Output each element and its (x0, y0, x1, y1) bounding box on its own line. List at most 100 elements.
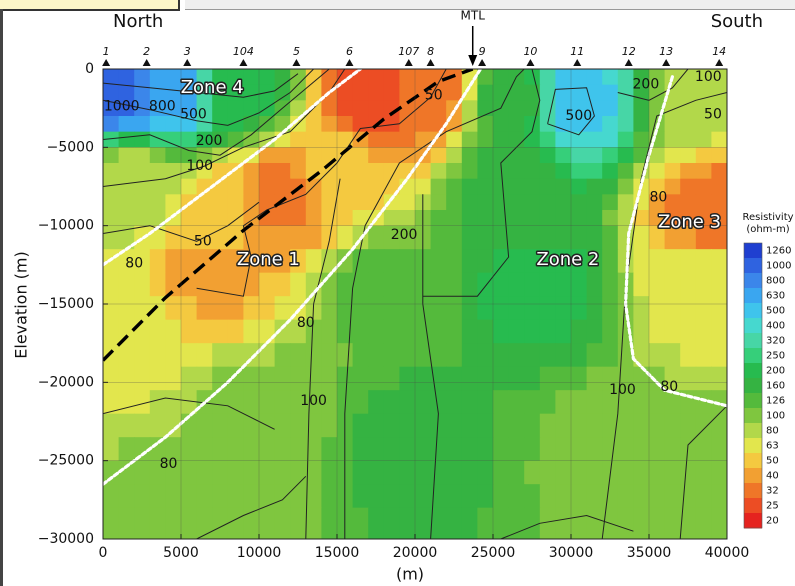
heatmap-cell (461, 225, 478, 250)
colorbar-tick-label: 1260 (766, 246, 791, 257)
heatmap-cell (539, 178, 556, 195)
colorbar-tick-label: 63 (766, 441, 779, 452)
heatmap-cell (602, 437, 619, 462)
heatmap-cell (259, 507, 276, 539)
heatmap-cell (165, 390, 182, 415)
heatmap-cell (399, 100, 416, 117)
heatmap-cell (430, 194, 447, 211)
heatmap-cell (368, 460, 385, 485)
heatmap-cell (649, 84, 666, 101)
heatmap-cell (212, 484, 229, 509)
heatmap-cell (539, 319, 556, 344)
heatmap-cell (633, 131, 650, 148)
heatmap-cell (352, 272, 369, 297)
heatmap-cell (617, 484, 634, 509)
heatmap-cell (368, 163, 385, 180)
heatmap-cell (149, 210, 166, 227)
heatmap-cell (383, 507, 400, 539)
heatmap-cell (446, 343, 463, 368)
heatmap-cell (399, 390, 416, 415)
heatmap-cell (664, 147, 681, 164)
heatmap-cell (680, 249, 697, 274)
heatmap-cell (617, 210, 634, 227)
heatmap-cell (461, 272, 478, 297)
heatmap-cell (602, 210, 619, 227)
x-axis-label: (m) (396, 565, 424, 584)
heatmap-cell (399, 84, 416, 101)
heatmap-cell (602, 390, 619, 415)
station-label: 12 (622, 45, 636, 58)
heatmap-cell (352, 484, 369, 509)
heatmap-cell (103, 131, 120, 148)
heatmap-cell (383, 210, 400, 227)
heatmap-cell (103, 116, 120, 133)
heatmap-cell (383, 69, 400, 86)
heatmap-cell (477, 100, 494, 117)
heatmap-cell (149, 366, 166, 391)
heatmap-cell (446, 413, 463, 438)
heatmap-cell (524, 460, 541, 485)
heatmap-cell (586, 100, 603, 117)
heatmap-cell (134, 131, 151, 148)
heatmap-cell (493, 484, 510, 509)
heatmap-cell (399, 460, 416, 485)
heatmap-cell (524, 484, 541, 509)
heatmap-cell (118, 343, 135, 368)
heatmap-cell (602, 272, 619, 297)
heatmap-cell (259, 366, 276, 391)
heatmap-cell (383, 194, 400, 211)
heatmap-cell (290, 460, 307, 485)
heatmap-cell (508, 210, 525, 227)
heatmap-cell (539, 460, 556, 485)
heatmap-cell (664, 390, 681, 415)
heatmap-cell (539, 131, 556, 148)
heatmap-cell (149, 69, 166, 86)
heatmap-cell (181, 319, 198, 344)
heatmap-cell (196, 319, 213, 344)
colorbar-tick-label: 32 (766, 486, 779, 497)
heatmap-cell (165, 100, 182, 117)
heatmap-cell (165, 194, 182, 211)
heatmap-cell (196, 343, 213, 368)
heatmap-cell (134, 69, 151, 86)
heatmap-cell (430, 163, 447, 180)
heatmap-cell (695, 319, 712, 344)
heatmap-cell (149, 178, 166, 195)
heatmap-cell (680, 343, 697, 368)
colorbar-units: (ohm-m) (746, 224, 789, 235)
heatmap-cell (461, 249, 478, 274)
heatmap-cell (602, 194, 619, 211)
colorbar-tick-label: 100 (766, 411, 785, 422)
heatmap-cell (368, 343, 385, 368)
heatmap-cell (181, 131, 198, 148)
y-tick-label: −5000 (47, 139, 94, 155)
heatmap-cell (711, 178, 727, 195)
heatmap-cell (524, 343, 541, 368)
heatmap-cell (383, 272, 400, 297)
station-marker (404, 59, 413, 66)
heatmap-cell (399, 343, 416, 368)
heatmap-cell (695, 507, 712, 539)
heatmap-cell (243, 249, 260, 274)
heatmap-cell (508, 116, 525, 133)
heatmap-cell (602, 484, 619, 509)
heatmap-cell (555, 343, 572, 368)
heatmap-cell (649, 178, 666, 195)
contour-line (196, 69, 447, 297)
heatmap-cell (555, 163, 572, 180)
heatmap-cell (305, 343, 322, 368)
heatmap-cell (305, 413, 322, 438)
heatmap-cell (508, 147, 525, 164)
heatmap-cell (259, 390, 276, 415)
heatmap-cell (555, 194, 572, 211)
heatmap-cell (695, 147, 712, 164)
heatmap-cell (508, 225, 525, 250)
contour-label: 1000 (104, 99, 140, 115)
heatmap-cell (586, 296, 603, 321)
heatmap-cell (368, 131, 385, 148)
heatmap-cell (711, 100, 727, 117)
heatmap-cell (196, 147, 213, 164)
heatmap-cell (415, 69, 432, 86)
contour-label: 80 (125, 255, 143, 271)
